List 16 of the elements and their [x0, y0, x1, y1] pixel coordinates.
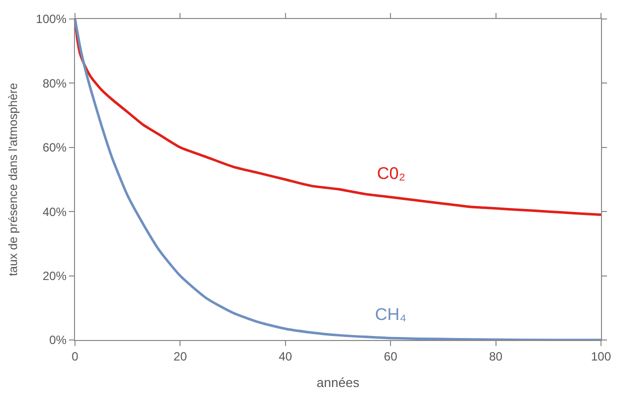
- x-tick-label: 60: [384, 349, 398, 364]
- x-tick-label: 80: [489, 349, 503, 364]
- x-axis-title: années: [316, 375, 360, 390]
- y-tick-label: 20%: [42, 269, 67, 283]
- series-label: CH₄: [375, 305, 407, 324]
- x-tick-label: 0: [72, 349, 79, 364]
- x-tick-label: 40: [278, 349, 292, 364]
- series-label: C0₂: [377, 164, 406, 183]
- y-tick-label: 0%: [49, 333, 67, 348]
- x-tick-label: 100: [590, 349, 612, 364]
- x-tick-label: 20: [174, 349, 188, 364]
- y-tick-label: 100%: [36, 12, 67, 26]
- y-tick-label: 40%: [42, 204, 67, 219]
- y-axis-title: taux de présence dans l'atmosphère: [6, 82, 20, 276]
- y-tick-label: 60%: [42, 140, 67, 155]
- y-tick-label: 80%: [42, 76, 67, 90]
